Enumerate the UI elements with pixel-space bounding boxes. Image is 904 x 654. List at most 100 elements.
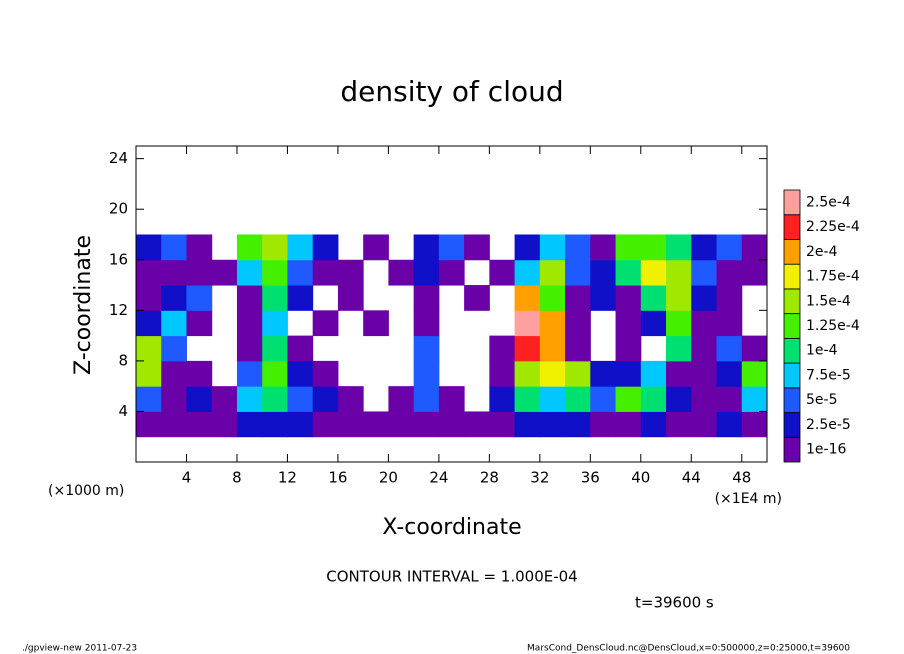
heat-cell (666, 360, 692, 387)
footer-right: MarsCond_DensCloud.nc@DensCloud,x=0:5000… (527, 644, 850, 654)
chart-title: density of cloud (340, 75, 563, 108)
heat-cell (666, 335, 692, 362)
heat-cell (161, 411, 187, 438)
heat-cell (741, 234, 768, 261)
heat-cell (413, 335, 440, 362)
heat-cell (413, 285, 440, 311)
heat-cell (161, 310, 187, 337)
heat-cell (186, 234, 213, 261)
heat-cell (640, 259, 667, 286)
colorbar-swatch (783, 337, 801, 364)
y-tick-label: 16 (109, 250, 128, 268)
heat-cell (186, 259, 213, 286)
heat-cell (514, 335, 541, 362)
x-tick-label: 20 (379, 469, 398, 487)
heat-cell (413, 310, 440, 337)
heat-cell (615, 386, 642, 412)
heat-cell (262, 335, 288, 362)
heat-cell (236, 310, 263, 337)
colorbar-label: 7.5e-5 (806, 367, 851, 383)
heat-cell (716, 234, 743, 261)
heat-cell (236, 234, 263, 261)
heat-cell (590, 411, 617, 438)
heat-cell (539, 310, 566, 337)
heat-cell (413, 411, 440, 438)
heat-cell (539, 259, 566, 286)
heat-cell (615, 285, 642, 311)
colorbar-swatch (783, 288, 801, 315)
heat-cell (388, 386, 415, 412)
heat-cell (615, 360, 642, 387)
heat-cell (691, 234, 718, 261)
heat-cell (640, 386, 667, 412)
heat-cell (514, 234, 541, 261)
heat-cell (565, 310, 591, 337)
heat-cell (262, 285, 288, 311)
heat-cell (413, 234, 440, 261)
heat-cell (716, 310, 743, 337)
heat-cell (489, 335, 516, 362)
heat-cell (716, 335, 743, 362)
heat-cell (489, 360, 516, 387)
heat-cell (539, 360, 566, 387)
heat-cell (590, 259, 617, 286)
heat-cell (312, 411, 339, 438)
heat-cell (615, 335, 642, 362)
x-tick-label: 8 (232, 469, 242, 487)
y-tick-label: 12 (109, 301, 128, 319)
heat-cell (287, 335, 314, 362)
heat-cell (590, 386, 617, 412)
x-tick-label: 24 (429, 469, 448, 487)
heat-cell (438, 234, 465, 261)
heat-cell (615, 234, 642, 261)
heat-cell (590, 360, 617, 387)
heat-cell (136, 360, 162, 387)
colorbar-swatch (783, 189, 801, 216)
heat-cell (565, 234, 591, 261)
heat-cell (691, 285, 718, 311)
heat-cell (666, 386, 692, 412)
y-tick-label: 8 (118, 351, 128, 369)
heat-cell (186, 411, 213, 438)
colorbar-swatch (783, 436, 801, 463)
heat-cell (741, 411, 768, 438)
heat-cell (741, 259, 768, 286)
heat-cell (691, 259, 718, 286)
heat-cell (262, 411, 288, 438)
heat-cell (211, 259, 238, 286)
heat-cell (312, 310, 339, 337)
colorbar-label: 5e-5 (806, 392, 837, 408)
heat-cell (565, 360, 591, 387)
heat-cell (337, 285, 364, 311)
heat-cell (363, 310, 389, 337)
contour-note: CONTOUR INTERVAL = 1.000E-04 (326, 568, 577, 586)
y-axis-label: Z-coordinate (71, 235, 96, 375)
y-tick-label: 20 (109, 200, 128, 218)
heat-cell (464, 285, 490, 311)
x-tick-label: 40 (631, 469, 650, 487)
heat-cell (312, 234, 339, 261)
x-tick-label: 36 (581, 469, 600, 487)
heat-cell (312, 386, 339, 412)
colorbar-swatch (783, 362, 801, 389)
colorbar-swatch (783, 239, 801, 265)
heat-cell (716, 259, 743, 286)
heat-cell (363, 411, 389, 438)
heat-cell (489, 259, 516, 286)
heat-cell (136, 386, 162, 412)
x-tick-label: 12 (278, 469, 297, 487)
heat-cell (615, 411, 642, 438)
heat-cell (514, 386, 541, 412)
heat-cell (716, 360, 743, 387)
heat-cell (691, 411, 718, 438)
heat-cell (741, 386, 768, 412)
colorbar-label: 1.75e-4 (806, 269, 860, 285)
heat-cell (337, 411, 364, 438)
heat-cell (640, 360, 667, 387)
x-unit: (×1E4 m) (715, 491, 782, 507)
x-tick-label: 16 (328, 469, 347, 487)
heat-cell (136, 310, 162, 337)
heat-cell (161, 360, 187, 387)
heat-cell (312, 259, 339, 286)
